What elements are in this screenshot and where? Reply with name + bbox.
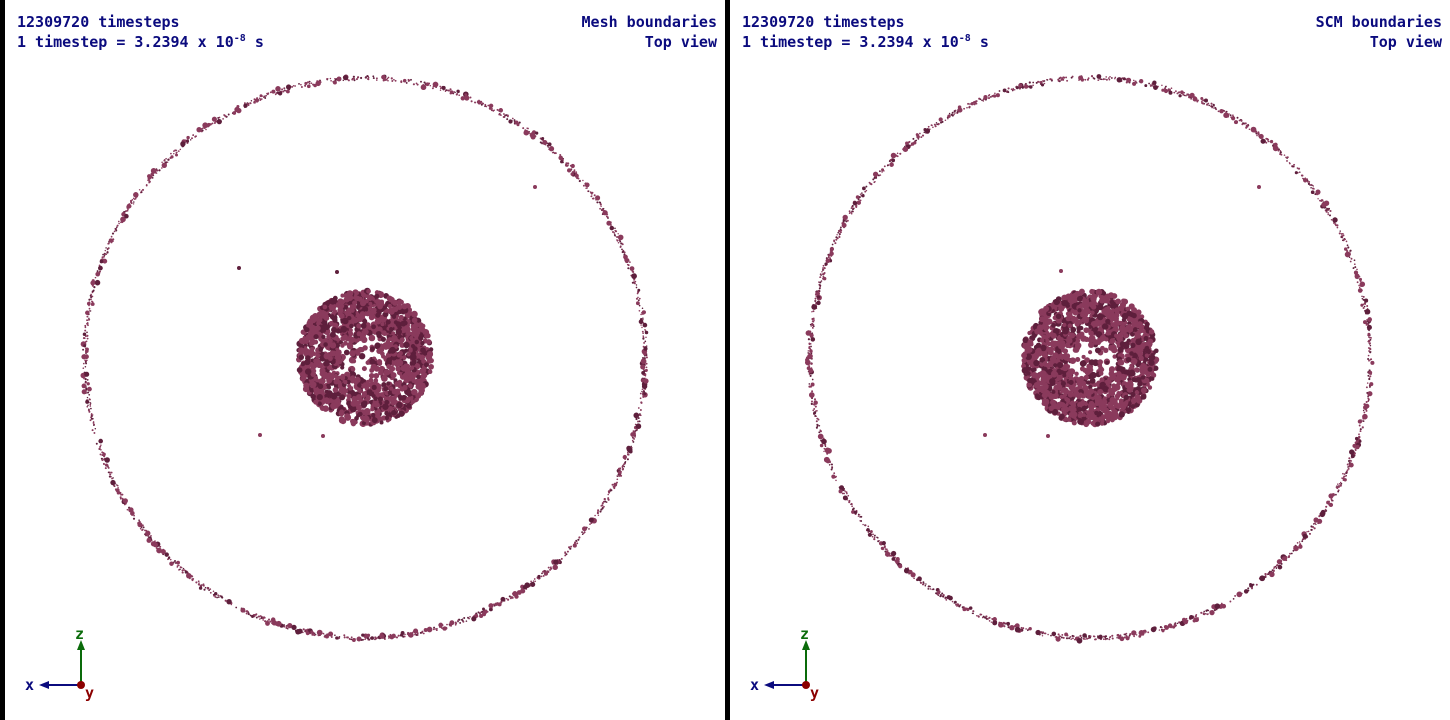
z-axis-label: z (75, 625, 84, 643)
view-label: Top view (1369, 33, 1442, 51)
timestep-count: 12309720 timesteps (17, 13, 180, 31)
timestep-duration-prefix: 1 timestep = 3.2394 x 10 (742, 33, 959, 51)
boundary-type-label: SCM boundaries (1315, 13, 1442, 31)
z-arrow-icon (802, 640, 810, 650)
timestep-duration-unit: s (245, 33, 264, 51)
timestep-count: 12309720 timesteps (742, 13, 905, 31)
axes-triad: z x y (25, 625, 94, 702)
timestep-duration-exponent: -8 (958, 33, 971, 44)
timestep-duration-unit: s (970, 33, 989, 51)
axes-triad: z x y (750, 625, 819, 702)
z-arrow-icon (77, 640, 85, 650)
timestep-duration: 1 timestep = 3.2394 x 10-8 s (742, 32, 989, 52)
particle-scene (80, 74, 649, 642)
render-panel-scm: 12309720 timesteps 1 timestep = 3.2394 x… (730, 0, 1450, 720)
y-axis-label: y (85, 684, 94, 702)
timestep-duration: 1 timestep = 3.2394 x 10-8 s (17, 32, 264, 52)
x-arrow-icon (764, 681, 774, 689)
view-label: Top view (644, 33, 717, 51)
render-panel-mesh: 12309720 timesteps 1 timestep = 3.2394 x… (5, 0, 725, 720)
timestep-duration-prefix: 1 timestep = 3.2394 x 10 (17, 33, 234, 51)
y-axis-dot-icon (77, 681, 85, 689)
y-axis-label: y (810, 684, 819, 702)
particle-scene (804, 74, 1375, 644)
x-axis-label: x (750, 676, 759, 694)
x-arrow-icon (39, 681, 49, 689)
z-axis-label: z (800, 625, 809, 643)
timestep-duration-exponent: -8 (233, 33, 246, 44)
boundary-type-label: Mesh boundaries (581, 13, 717, 31)
y-axis-dot-icon (802, 681, 810, 689)
x-axis-label: x (25, 676, 34, 694)
